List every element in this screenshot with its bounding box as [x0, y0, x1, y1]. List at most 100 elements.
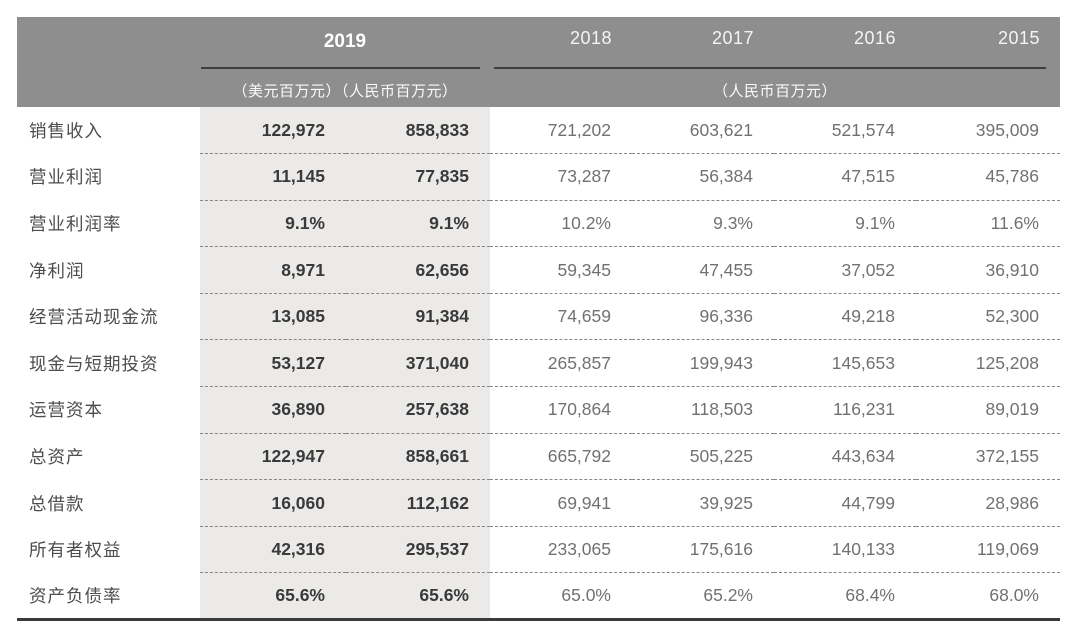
value-history: 119,069	[916, 525, 1060, 573]
header-year-2016: 2016	[774, 17, 916, 60]
value-2019: 112,162	[346, 479, 490, 527]
value-2019: 16,060	[200, 479, 346, 527]
header-year-2018: 2018	[490, 17, 632, 60]
row-label: 销售收入	[17, 107, 200, 154]
rule-under-2019	[201, 66, 480, 69]
value-history: 721,202	[490, 107, 632, 154]
value-history: 9.3%	[632, 199, 774, 247]
value-2019: 858,661	[346, 432, 490, 480]
value-history: 443,634	[774, 432, 916, 480]
value-history: 52,300	[916, 292, 1060, 340]
header-unit-2019-cell: （美元百万元）（人民币百万元）	[200, 60, 490, 107]
table-row: 总资产 122,947 858,661 665,792 505,225 443,634 37…	[17, 432, 1060, 480]
table-row: 销售收入 122,972 858,833 721,202 603,621 521,574 3…	[17, 107, 1060, 154]
value-history: 665,792	[490, 432, 632, 480]
value-history: 73,287	[490, 153, 632, 201]
value-history: 68.4%	[774, 572, 916, 620]
value-history: 145,653	[774, 339, 916, 387]
value-history: 170,864	[490, 386, 632, 434]
value-history: 10.2%	[490, 199, 632, 247]
value-2019: 257,638	[346, 386, 490, 434]
value-history: 56,384	[632, 153, 774, 201]
table-row: 现金与短期投资 53,127 371,040 265,857 199,943 145,65…	[17, 339, 1060, 387]
value-history: 125,208	[916, 339, 1060, 387]
value-history: 45,786	[916, 153, 1060, 201]
row-label: 运营资本	[17, 386, 200, 434]
value-history: 11.6%	[916, 199, 1060, 247]
value-2019: 858,833	[346, 107, 490, 154]
table-row: 资产负债率 65.6% 65.6% 65.0% 65.2% 68.4% 68.0%	[17, 572, 1060, 620]
value-2019: 53,127	[200, 339, 346, 387]
row-label: 净利润	[17, 246, 200, 294]
row-label: 所有者权益	[17, 526, 200, 573]
table-header: 2019 2018 2017 2016 2015 （美元百万元）（人民币百万元）…	[17, 17, 1060, 107]
table-row: 总借款 16,060 112,162 69,941 39,925 44,799 28,986	[17, 479, 1060, 527]
value-history: 47,515	[774, 153, 916, 201]
value-2019: 62,656	[346, 246, 490, 294]
header-year-row: 2019 2018 2017 2016 2015	[17, 17, 1060, 60]
value-history: 74,659	[490, 292, 632, 340]
value-history: 199,943	[632, 339, 774, 387]
unit-label-2019: （美元百万元）（人民币百万元）	[232, 82, 458, 100]
financial-summary: 2019 2018 2017 2016 2015 （美元百万元）（人民币百万元）…	[17, 17, 1060, 622]
value-history: 37,052	[774, 246, 916, 294]
header-empty-cell	[17, 60, 200, 107]
value-history: 69,941	[490, 479, 632, 527]
value-2019: 13,085	[200, 292, 346, 340]
value-history: 65.2%	[632, 572, 774, 620]
value-2019: 8,971	[200, 246, 346, 294]
value-history: 505,225	[632, 432, 774, 480]
header-unit-rmb-cell: （人民币百万元）	[490, 60, 1060, 107]
header-year-2019: 2019	[200, 17, 490, 60]
table-row: 净利润 8,971 62,656 59,345 47,455 37,052 36,910	[17, 246, 1060, 294]
financial-summary-table: 2019 2018 2017 2016 2015 （美元百万元）（人民币百万元）…	[17, 17, 1060, 622]
value-history: 395,009	[916, 107, 1060, 154]
value-history: 96,336	[632, 292, 774, 340]
table-row: 营业利润率 9.1% 9.1% 10.2% 9.3% 9.1% 11.6%	[17, 199, 1060, 247]
value-history: 89,019	[916, 386, 1060, 434]
table-row: 运营资本 36,890 257,638 170,864 118,503 116,231 89…	[17, 386, 1060, 434]
row-label: 总借款	[17, 479, 200, 527]
value-2019: 42,316	[200, 525, 346, 573]
value-2019: 65.6%	[346, 572, 490, 620]
value-history: 372,155	[916, 432, 1060, 480]
table-body: 销售收入 122,972 858,833 721,202 603,621 521,574 3…	[17, 107, 1060, 620]
row-label: 营业利润率	[17, 200, 200, 247]
value-history: 36,910	[916, 246, 1060, 294]
value-history: 49,218	[774, 292, 916, 340]
unit-label-rmb: （人民币百万元）	[712, 82, 837, 100]
row-label: 现金与短期投资	[17, 339, 200, 387]
value-2019: 65.6%	[200, 572, 346, 620]
value-2019: 295,537	[346, 525, 490, 573]
value-history: 140,133	[774, 525, 916, 573]
header-year-2015: 2015	[916, 17, 1060, 60]
value-history: 233,065	[490, 525, 632, 573]
row-label: 营业利润	[17, 153, 200, 201]
value-2019: 11,145	[200, 153, 346, 201]
value-2019: 77,835	[346, 153, 490, 201]
value-history: 521,574	[774, 107, 916, 154]
value-history: 265,857	[490, 339, 632, 387]
row-label: 总资产	[17, 433, 200, 480]
value-history: 68.0%	[916, 572, 1060, 620]
value-2019: 122,947	[200, 432, 346, 480]
value-history: 39,925	[632, 479, 774, 527]
table-row: 营业利润 11,145 77,835 73,287 56,384 47,515 45,786	[17, 153, 1060, 201]
value-2019: 371,040	[346, 339, 490, 387]
value-2019: 36,890	[200, 386, 346, 434]
value-2019: 9.1%	[346, 199, 490, 247]
value-2019: 122,972	[200, 107, 346, 154]
value-2019: 9.1%	[200, 199, 346, 247]
value-history: 175,616	[632, 525, 774, 573]
row-label: 经营活动现金流	[17, 293, 200, 340]
value-history: 47,455	[632, 246, 774, 294]
header-unit-row: （美元百万元）（人民币百万元） （人民币百万元）	[17, 60, 1060, 107]
value-history: 116,231	[774, 386, 916, 434]
rule-under-years	[494, 66, 1046, 69]
row-label: 资产负债率	[17, 572, 200, 620]
value-history: 28,986	[916, 479, 1060, 527]
value-history: 9.1%	[774, 199, 916, 247]
value-history: 65.0%	[490, 572, 632, 620]
value-history: 603,621	[632, 107, 774, 154]
